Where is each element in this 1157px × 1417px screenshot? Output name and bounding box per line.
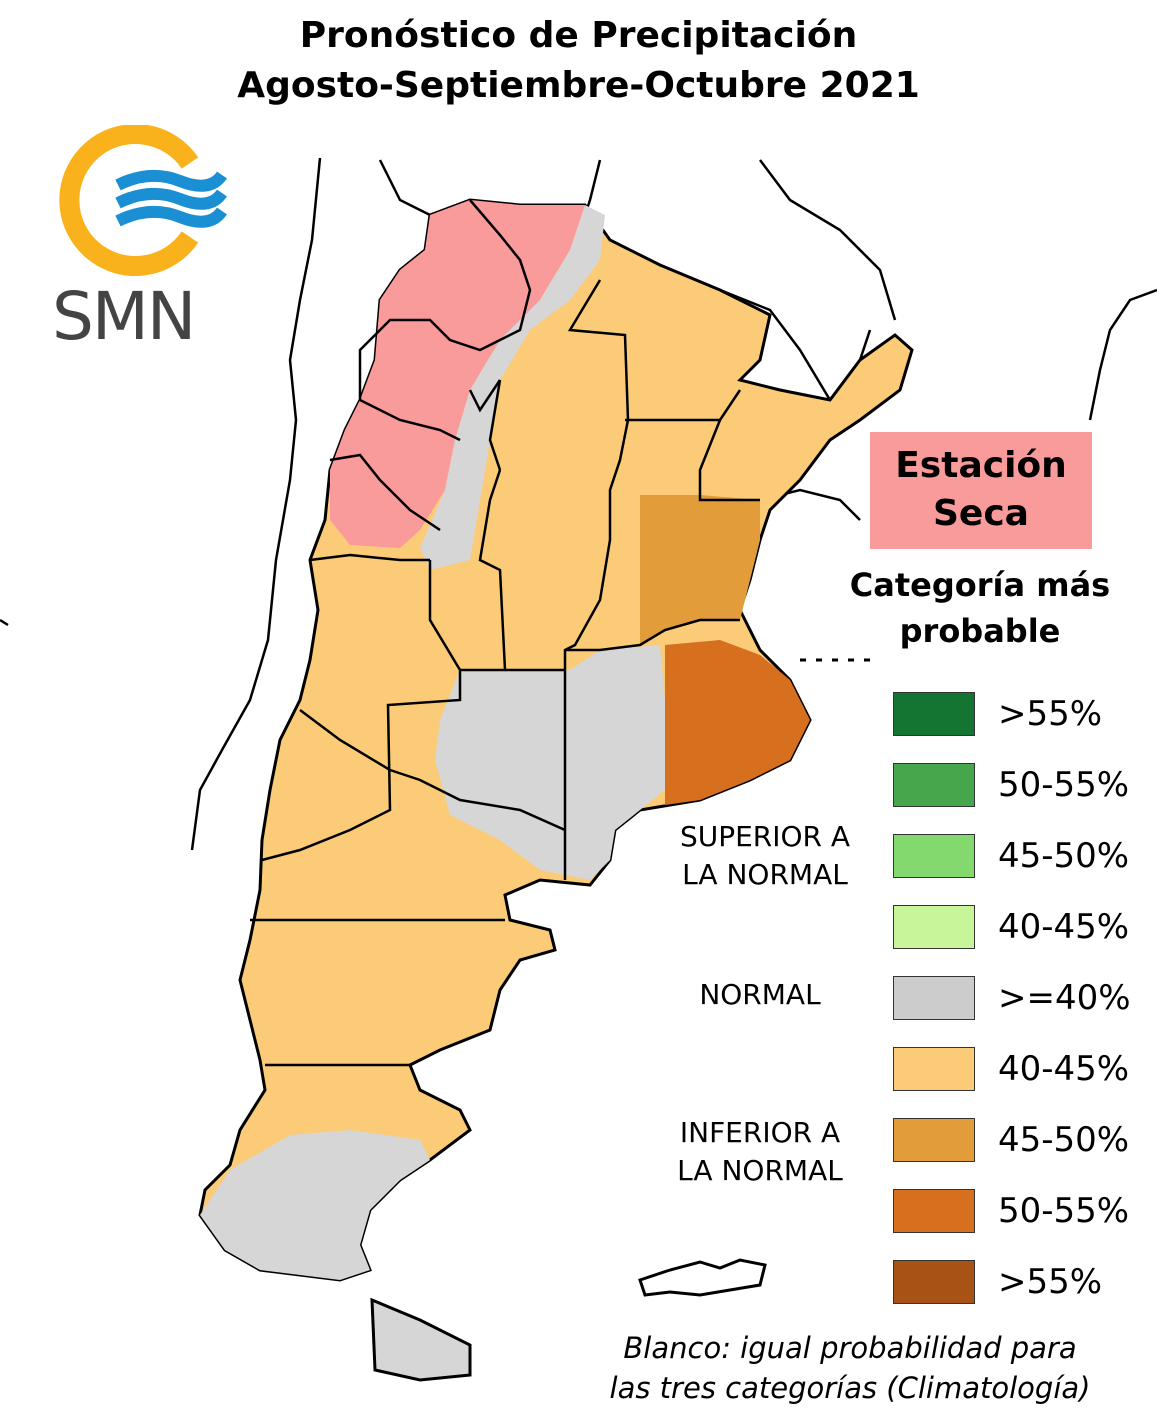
malvinas-islands xyxy=(638,1258,767,1297)
dry-season-region xyxy=(330,200,585,548)
legend-label: 50-55% xyxy=(998,765,1130,805)
legend-label: 45-50% xyxy=(998,836,1130,876)
smn-logo-text: SMN xyxy=(52,278,196,355)
legend-group-normal: NORMAL xyxy=(640,976,880,1014)
dry-season-label: Estación Seca xyxy=(870,432,1092,549)
legend-label: 40-45% xyxy=(998,1049,1130,1089)
footnote: Blanco: igual probabilidad para las tres… xyxy=(560,1328,1140,1408)
legend-swatch xyxy=(893,1189,975,1233)
province-borders xyxy=(250,199,760,1067)
legend-group-normal-line1: NORMAL xyxy=(699,978,821,1011)
legend-swatch xyxy=(893,905,975,949)
legend-label: 50-55% xyxy=(998,1191,1130,1231)
legend-swatch xyxy=(893,1047,975,1091)
legend-swatch xyxy=(893,763,975,807)
argentina-map xyxy=(0,157,1157,1382)
legend-label: 45-50% xyxy=(998,1120,1130,1160)
legend-swatch xyxy=(893,976,975,1020)
legend-swatch xyxy=(893,834,975,878)
footnote-line1: Blanco: igual probabilidad para xyxy=(623,1331,1077,1365)
legend-label: >=40% xyxy=(998,978,1131,1018)
below-normal-regions xyxy=(640,495,810,805)
legend-group-above-line2: LA NORMAL xyxy=(682,858,848,891)
legend-title-line2: probable xyxy=(899,612,1061,650)
dry-season-line1: Estación xyxy=(895,445,1067,486)
legend-title: Categoría más probable xyxy=(820,562,1140,654)
smn-logo xyxy=(59,125,227,276)
dry-season-line2: Seca xyxy=(933,493,1029,534)
legend-swatch xyxy=(893,1118,975,1162)
legend-label: 40-45% xyxy=(998,907,1130,947)
legend-swatch xyxy=(893,1260,975,1304)
legend-group-above-line1: SUPERIOR A xyxy=(679,820,851,853)
normal-regions xyxy=(200,205,665,1382)
legend-label: >55% xyxy=(998,694,1103,734)
legend-group-below: INFERIOR A LA NORMAL xyxy=(635,1114,885,1190)
map-title: Pronóstico de Precipitación xyxy=(299,15,858,56)
legend-group-below-line2: LA NORMAL xyxy=(677,1154,843,1187)
legend-group-below-line1: INFERIOR A xyxy=(679,1116,841,1149)
map-subtitle: Agosto-Septiembre-Octubre 2021 xyxy=(237,65,920,106)
footnote-line2: las tres categorías (Climatología) xyxy=(609,1371,1091,1405)
legend-group-above: SUPERIOR A LA NORMAL xyxy=(640,818,890,894)
legend-swatch xyxy=(893,692,975,736)
legend-label: >55% xyxy=(998,1262,1103,1302)
legend-title-line1: Categoría más xyxy=(849,566,1111,604)
